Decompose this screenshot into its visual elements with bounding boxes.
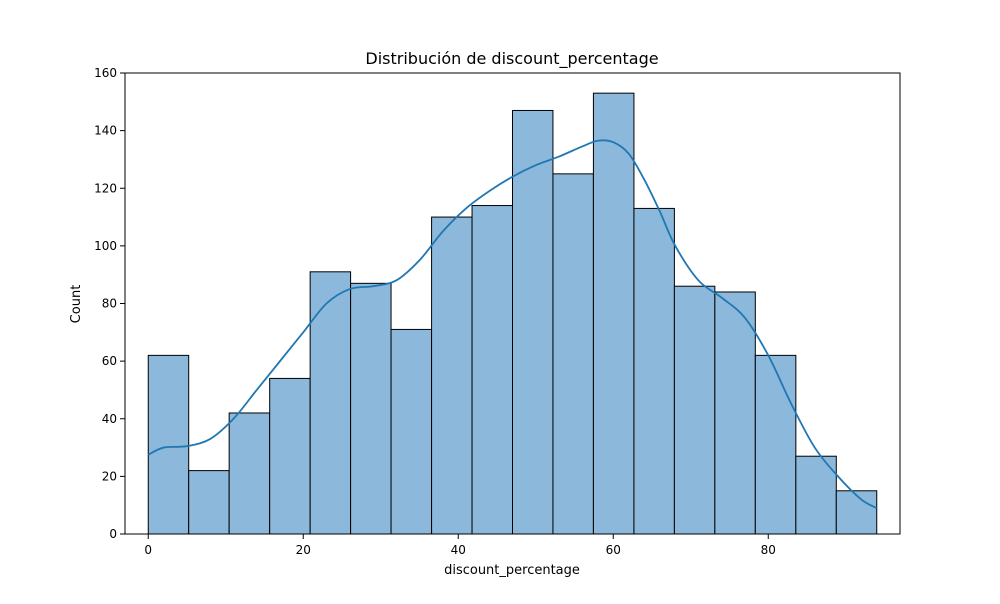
histogram-bar: [754, 354, 797, 535]
y-tick-label: 20: [102, 469, 117, 483]
histogram-bar: [228, 412, 271, 535]
x-tick-label: 40: [451, 543, 466, 557]
y-axis-label: Count: [69, 285, 84, 324]
x-tick-label: 60: [606, 543, 621, 557]
histogram-bar: [471, 205, 514, 535]
x-tick-label: 80: [761, 543, 776, 557]
y-tick-label: 60: [102, 354, 117, 368]
histogram-bar: [592, 92, 635, 535]
y-tick-label: 160: [94, 66, 117, 80]
x-tick-label: 0: [144, 543, 152, 557]
y-tick-label: 120: [94, 181, 117, 195]
x-axis-label: discount_percentage: [444, 563, 580, 578]
histogram-bar: [795, 455, 837, 535]
axes-layer: 0 20 40 60 80 0 20 40 60 80 100 120 140 160: [94, 66, 901, 557]
x-tick-label: 20: [296, 543, 311, 557]
histogram-bar: [188, 470, 230, 535]
histogram-bar: [350, 282, 392, 535]
y-tick-label: 0: [109, 527, 117, 541]
histogram-bar: [147, 354, 190, 535]
histogram-bar: [552, 173, 594, 535]
bars-layer: [147, 92, 878, 535]
kde-curve: [147, 139, 878, 509]
kde-layer: [147, 139, 878, 509]
histogram-bar: [390, 328, 433, 535]
histogram-bar: [512, 109, 554, 535]
histogram-bar: [633, 207, 675, 535]
histogram-bar: [673, 285, 716, 535]
y-tick-label: 40: [102, 412, 117, 426]
y-tick-label: 100: [94, 239, 117, 253]
y-tick-label: 140: [94, 124, 117, 138]
histogram-bar: [309, 271, 352, 535]
y-tick-label: 80: [102, 297, 117, 311]
histogram-bar: [431, 216, 473, 535]
histogram-bar: [835, 490, 878, 535]
histogram-bar: [714, 291, 756, 535]
histogram-bar: [269, 377, 311, 535]
chart-title: Distribución de discount_percentage: [365, 49, 658, 69]
